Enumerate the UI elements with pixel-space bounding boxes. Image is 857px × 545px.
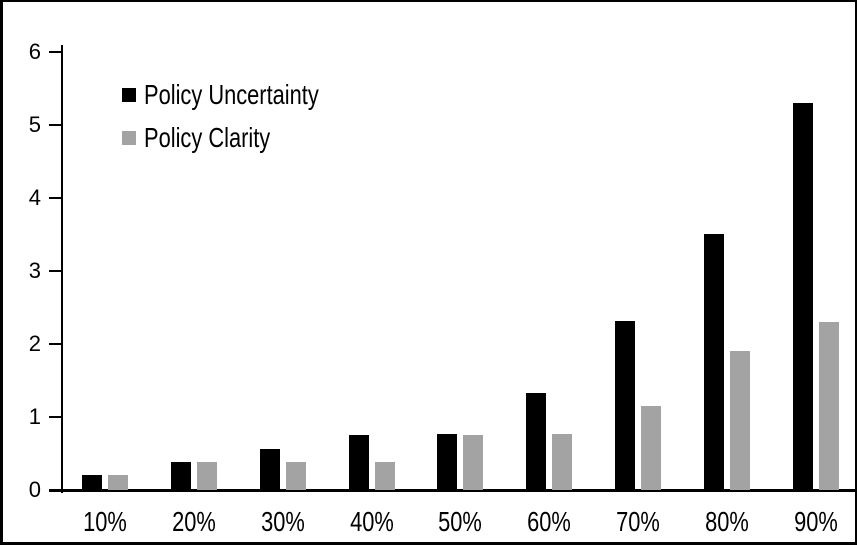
bar-policy-uncertainty-50- [437, 434, 458, 490]
bar-policy-uncertainty-80- [703, 234, 724, 490]
bar-policy-clarity-80- [729, 351, 750, 490]
bar-policy-uncertainty-90- [792, 103, 813, 490]
y-axis-tick [49, 343, 63, 345]
bar-policy-clarity-60- [552, 434, 573, 490]
y-axis-tick-label: 0 [28, 477, 41, 502]
bar-policy-uncertainty-60- [526, 393, 547, 490]
bar-policy-uncertainty-40- [348, 435, 369, 490]
legend-item-policy-uncertainty: Policy Uncertainty [122, 73, 368, 116]
bar-policy-clarity-30- [285, 462, 306, 490]
x-axis-label-50-: 50% [438, 506, 483, 537]
legend-swatch-black-square-icon [122, 87, 136, 102]
legend-swatch-gray-square-icon [122, 130, 136, 145]
y-axis-tick-label: 4 [28, 185, 41, 210]
y-axis-tick-label: 3 [28, 258, 41, 283]
legend-item-policy-clarity: Policy Clarity [122, 116, 368, 159]
bar-policy-uncertainty-70- [615, 321, 635, 490]
legend-label-policy-clarity: Policy Clarity [144, 121, 271, 153]
x-axis-label-30-: 30% [260, 506, 305, 537]
y-axis-tick [49, 489, 63, 491]
bar-policy-uncertainty-10- [82, 475, 103, 490]
y-axis-line [61, 45, 63, 493]
x-axis-label-10-: 10% [83, 506, 128, 537]
bar-policy-clarity-40- [374, 462, 395, 490]
x-axis-label-60-: 60% [527, 506, 572, 537]
bar-policy-uncertainty-30- [259, 449, 280, 490]
bar-policy-clarity-20- [197, 462, 217, 490]
bar-policy-clarity-50- [463, 435, 484, 490]
y-axis-tick [49, 416, 63, 418]
x-axis-label-70-: 70% [616, 506, 660, 537]
y-axis-tick-label: 5 [28, 112, 41, 137]
y-axis-tick-label: 2 [28, 331, 41, 356]
bar-policy-clarity-10- [108, 475, 129, 490]
y-axis-tick-label: 6 [28, 39, 41, 64]
plot-area: 0 1 2 3 4 5 6 10% 20% 30% 40% 50% 60% 70% 80% 90% [3, 2, 855, 542]
bar-policy-clarity-70- [641, 406, 661, 490]
x-axis-label-20-: 20% [172, 506, 216, 537]
bar-policy-uncertainty-20- [171, 462, 191, 490]
y-axis-tick-label: 1 [28, 404, 41, 429]
x-axis-label-80-: 80% [704, 506, 749, 537]
legend-label-policy-uncertainty: Policy Uncertainty [144, 78, 319, 110]
x-axis-label-40-: 40% [349, 506, 394, 537]
chart-legend: Policy Uncertainty Policy Clarity [122, 73, 368, 159]
y-axis-tick [49, 51, 63, 53]
bar-policy-clarity-90- [818, 322, 839, 490]
y-axis-tick [49, 270, 63, 272]
x-axis-line [49, 489, 855, 492]
x-axis-label-90-: 90% [793, 506, 838, 537]
y-axis-tick [49, 197, 63, 199]
y-axis-tick [49, 124, 63, 126]
